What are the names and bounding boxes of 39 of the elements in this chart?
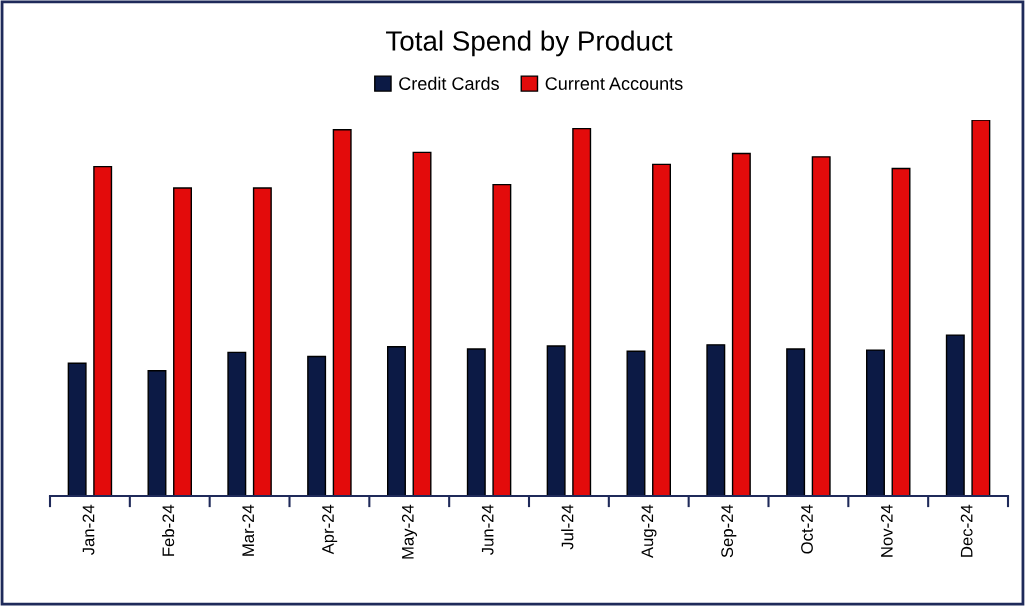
bar xyxy=(67,362,87,496)
legend-label: Credit Cards xyxy=(399,76,499,90)
x-tick-label: Mar-24 xyxy=(242,504,255,556)
x-tick-label: Dec-24 xyxy=(960,504,973,557)
bar xyxy=(786,348,806,496)
x-tick-label: May-24 xyxy=(401,504,418,559)
bar xyxy=(706,344,726,496)
bar xyxy=(865,349,885,496)
bar xyxy=(971,120,991,496)
bar xyxy=(173,187,193,496)
bar xyxy=(307,355,327,496)
x-tick-label: Apr-24 xyxy=(322,504,338,555)
x-tick-label: Nov-24 xyxy=(880,504,893,557)
x-tick-label: Feb-24 xyxy=(161,504,175,556)
bar xyxy=(626,350,646,496)
bar xyxy=(93,165,113,496)
x-tick-label: Aug-24 xyxy=(641,504,657,559)
bar xyxy=(227,351,247,496)
bar xyxy=(147,370,167,496)
bar xyxy=(466,348,486,496)
bar xyxy=(332,129,352,496)
x-tick-label: Oct-24 xyxy=(801,504,813,554)
bar xyxy=(811,156,831,496)
bar xyxy=(652,163,671,496)
bar xyxy=(731,152,751,496)
bar xyxy=(546,345,566,496)
x-tick-label: Jan-24 xyxy=(82,504,95,556)
legend-label: Current Accounts xyxy=(545,77,683,90)
chart-title: Total Spend by Product xyxy=(386,30,673,57)
x-tick-label: Jul-24 xyxy=(561,504,574,550)
bar xyxy=(891,167,911,496)
x-tick-label: Jun-24 xyxy=(481,504,494,556)
bar xyxy=(252,187,272,496)
bar xyxy=(572,127,592,496)
x-tick-label: Sep-24 xyxy=(721,504,737,558)
bar xyxy=(492,183,512,496)
bar xyxy=(387,346,406,496)
bar xyxy=(945,334,965,496)
bar xyxy=(412,151,432,496)
